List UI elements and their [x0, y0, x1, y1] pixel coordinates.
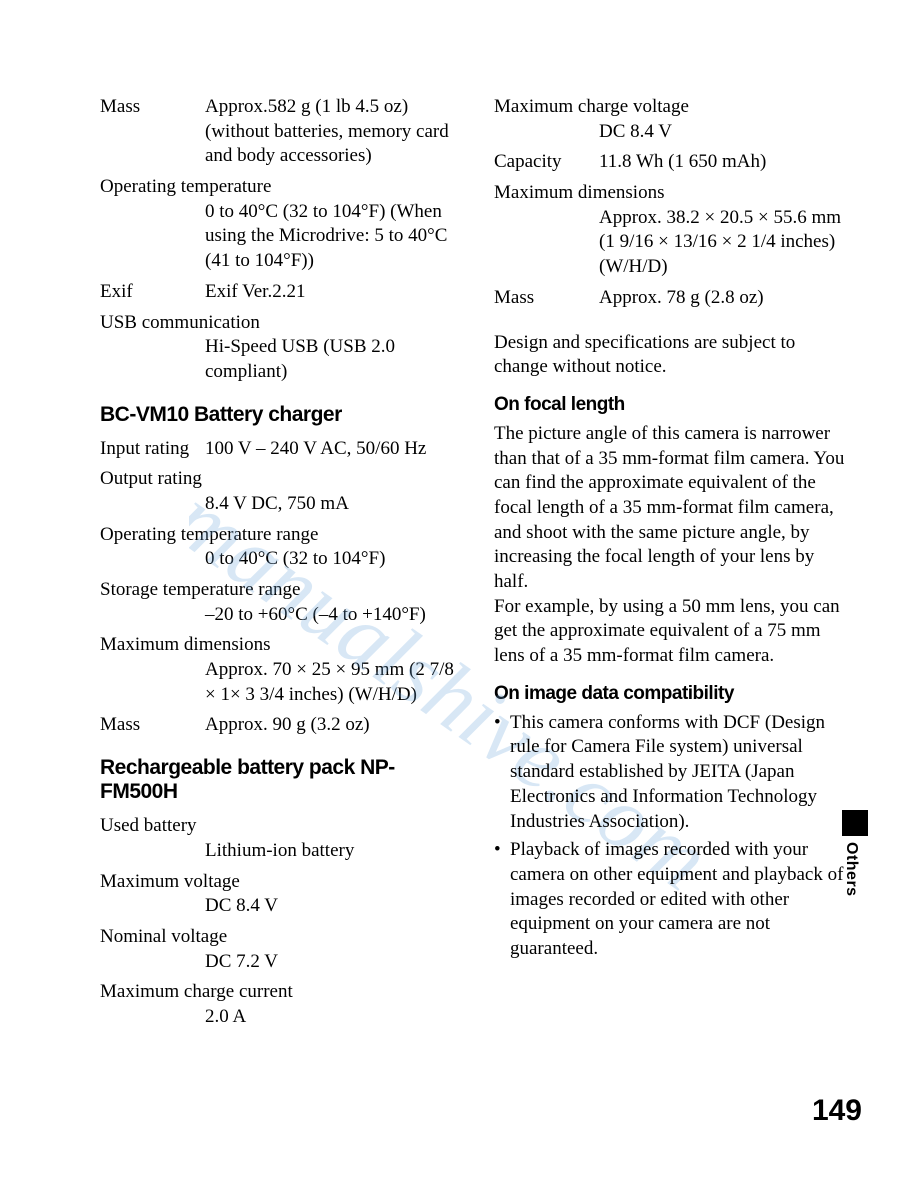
section-heading-charger: BC-VM10 Battery charger: [100, 403, 454, 427]
spec-value: Hi-Speed USB (USB 2.0 compliant): [100, 335, 454, 384]
spec-label: Operating temperature range: [100, 523, 454, 548]
side-tab-label: Others: [842, 842, 860, 897]
spec-value: –20 to +60°C (–4 to +140°F): [100, 603, 454, 628]
spec-value: 100 V – 240 V AC, 50/60 Hz: [205, 437, 454, 462]
list-item: This camera conforms with DCF (Design ru…: [494, 711, 848, 834]
spec-label: Storage temperature range: [100, 578, 454, 603]
section-heading-focal: On focal length: [494, 394, 848, 416]
spec-value: Approx. 70 × 25 × 95 mm (2 7/8 × 1× 3 3/…: [100, 658, 454, 707]
spec-value: 0 to 40°C (32 to 104°F): [100, 547, 454, 572]
spec-row: Storage temperature range–20 to +60°C (–…: [100, 578, 454, 627]
spec-value: 2.0 A: [100, 1005, 454, 1030]
spec-value: DC 8.4 V: [100, 894, 454, 919]
spec-label: Mass: [100, 713, 205, 738]
spec-label: Mass: [100, 95, 205, 169]
section-heading-compat: On image data compatibility: [494, 683, 848, 705]
spec-row: USB communicationHi-Speed USB (USB 2.0 c…: [100, 311, 454, 385]
side-tab: Others: [842, 810, 868, 897]
spec-label: Nominal voltage: [100, 925, 454, 950]
left-column: MassApprox.582 g (1 lb 4.5 oz) (without …: [100, 95, 454, 1036]
spec-value: 8.4 V DC, 750 mA: [100, 492, 454, 517]
spec-label: Exif: [100, 280, 205, 305]
spec-label: Mass: [494, 286, 599, 311]
spec-label: Maximum voltage: [100, 870, 454, 895]
spec-row: MassApprox.582 g (1 lb 4.5 oz) (without …: [100, 95, 454, 169]
spec-value: Lithium-ion battery: [100, 839, 454, 864]
spec-value: 11.8 Wh (1 650 mAh): [599, 150, 848, 175]
section-heading-battery: Rechargeable battery pack NP-FM500H: [100, 756, 454, 804]
spec-row: Output rating8.4 V DC, 750 mA: [100, 467, 454, 516]
spec-value: DC 7.2 V: [100, 950, 454, 975]
spec-label: Maximum dimensions: [494, 181, 848, 206]
spec-row: Used batteryLithium-ion battery: [100, 814, 454, 863]
page-content: MassApprox.582 g (1 lb 4.5 oz) (without …: [0, 0, 918, 1076]
right-column: Maximum charge voltageDC 8.4 V Capacity11…: [494, 95, 848, 1036]
spec-value: Approx. 90 g (3.2 oz): [205, 713, 454, 738]
spec-value: Approx.582 g (1 lb 4.5 oz) (without batt…: [205, 95, 454, 169]
spec-row: Capacity11.8 Wh (1 650 mAh): [494, 150, 848, 175]
compat-list: This camera conforms with DCF (Design ru…: [494, 711, 848, 962]
spec-label: Input rating: [100, 437, 205, 462]
spec-row: Maximum charge current2.0 A: [100, 980, 454, 1029]
spec-row: Operating temperature range0 to 40°C (32…: [100, 523, 454, 572]
spec-label: Maximum charge voltage: [494, 95, 848, 120]
spec-label: USB communication: [100, 311, 454, 336]
spec-row: Maximum charge voltageDC 8.4 V: [494, 95, 848, 144]
spec-row: Input rating100 V – 240 V AC, 50/60 Hz: [100, 437, 454, 462]
spec-row: Maximum voltageDC 8.4 V: [100, 870, 454, 919]
spec-row: MassApprox. 90 g (3.2 oz): [100, 713, 454, 738]
spec-row: Maximum dimensionsApprox. 70 × 25 × 95 m…: [100, 633, 454, 707]
spec-label: Output rating: [100, 467, 454, 492]
side-tab-marker: [842, 810, 868, 836]
list-item: Playback of images recorded with your ca…: [494, 838, 848, 961]
spec-value: 0 to 40°C (32 to 104°F) (When using the …: [100, 200, 454, 274]
spec-label: Maximum dimensions: [100, 633, 454, 658]
spec-row: Operating temperature0 to 40°C (32 to 10…: [100, 175, 454, 274]
spec-row: Nominal voltageDC 7.2 V: [100, 925, 454, 974]
spec-label: Maximum charge current: [100, 980, 454, 1005]
spec-row: Maximum dimensionsApprox. 38.2 × 20.5 × …: [494, 181, 848, 280]
spec-row: MassApprox. 78 g (2.8 oz): [494, 286, 848, 311]
spec-label: Used battery: [100, 814, 454, 839]
spec-row: ExifExif Ver.2.21: [100, 280, 454, 305]
page-number: 149: [812, 1094, 862, 1128]
spec-value: Exif Ver.2.21: [205, 280, 454, 305]
spec-value: Approx. 38.2 × 20.5 × 55.6 mm (1 9/16 × …: [494, 206, 848, 280]
spec-label: Operating temperature: [100, 175, 454, 200]
spec-value: DC 8.4 V: [494, 120, 848, 145]
notice-text: Design and specifications are subject to…: [494, 331, 848, 380]
spec-label: Capacity: [494, 150, 599, 175]
spec-value: Approx. 78 g (2.8 oz): [599, 286, 848, 311]
focal-paragraph: The picture angle of this camera is narr…: [494, 422, 848, 669]
